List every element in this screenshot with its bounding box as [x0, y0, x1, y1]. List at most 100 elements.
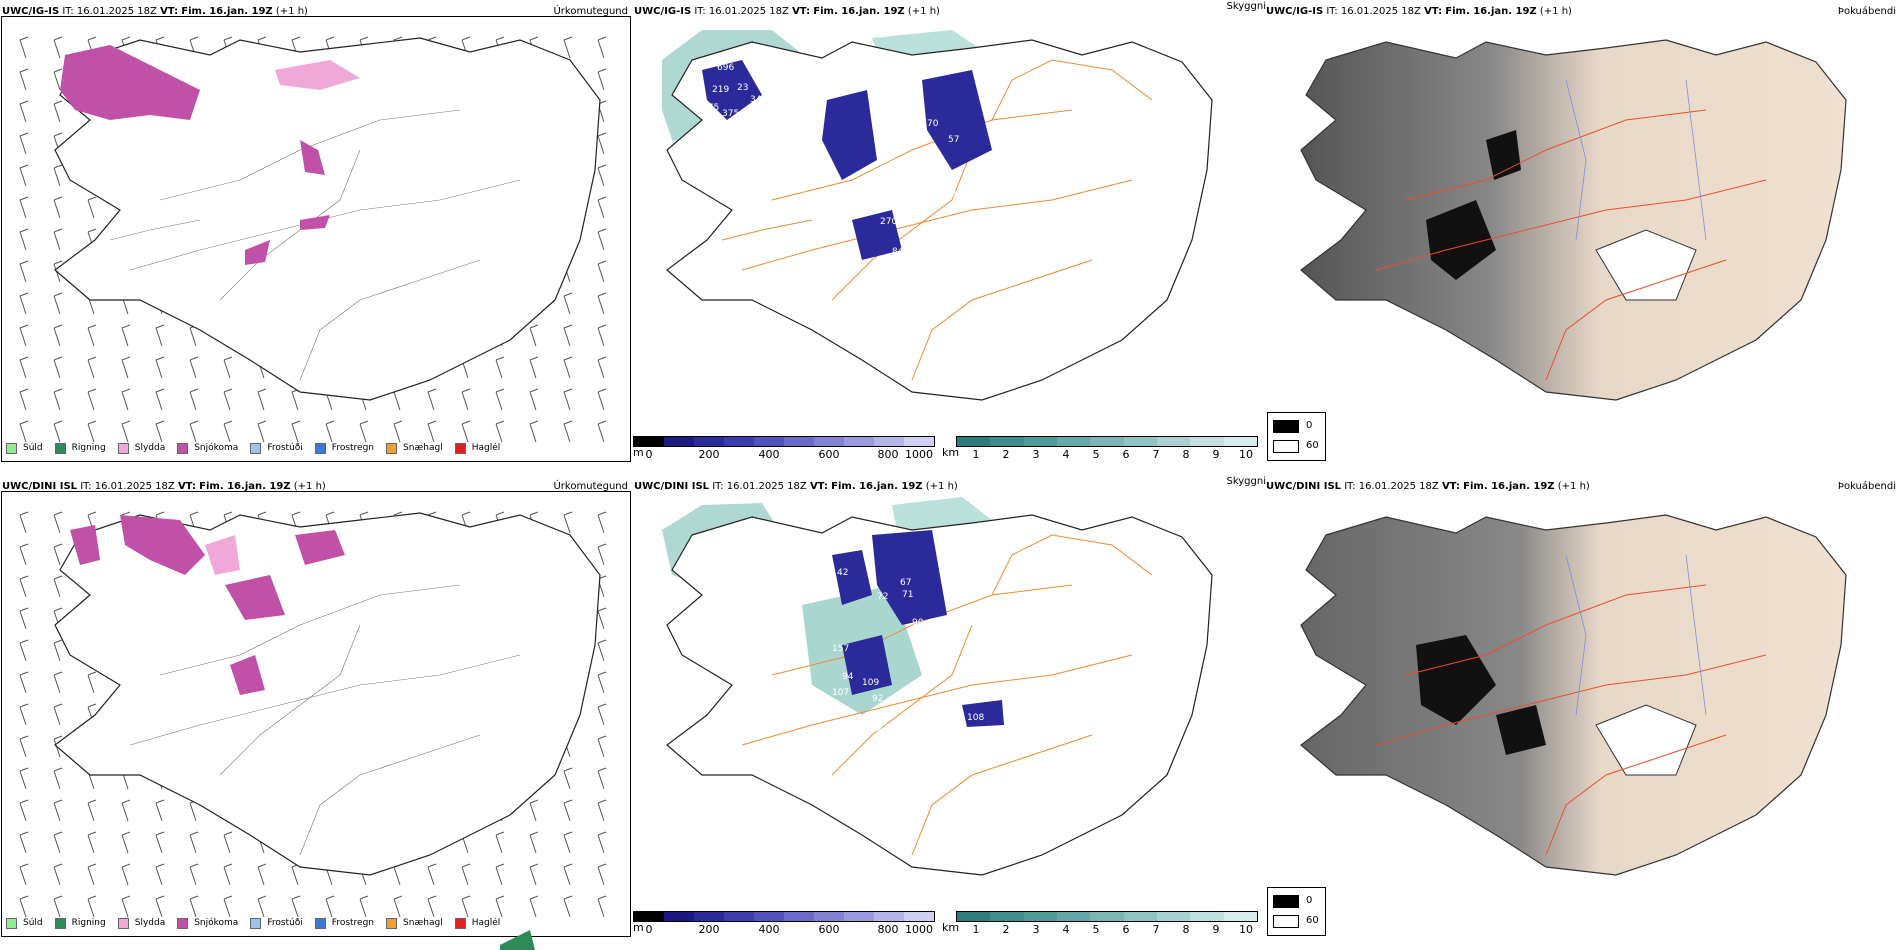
wind-barb: [597, 639, 607, 662]
ceiling-value: 109: [862, 678, 879, 688]
wind-barb: [19, 132, 29, 155]
forecast-row-bottom: UWC/DINI ISL IT: 16.01.2025 18Z VT: Fim.…: [0, 475, 1900, 950]
wind-barb: [597, 831, 607, 854]
wind-barb: [563, 863, 573, 886]
colorbar-step: [990, 912, 1024, 921]
wind-barb: [427, 388, 437, 411]
wind-barb: [155, 420, 165, 443]
legend-item: Snjókoma: [177, 442, 239, 454]
glacier-area: [1595, 229, 1697, 301]
colorbar-step: [664, 437, 694, 446]
wind-barb: [529, 356, 539, 379]
valid-time: Fim. 16.jan. 19Z: [1445, 6, 1537, 17]
colorbar-tick: 6: [1122, 448, 1130, 461]
legend-label: Súld: [23, 918, 43, 928]
wind-barb: [223, 356, 233, 379]
wind-barb: [597, 36, 607, 59]
wind-barb: [563, 36, 573, 59]
sleet-patch: [275, 60, 360, 90]
wind-barb: [19, 196, 29, 219]
ceiling-value: 67: [900, 578, 911, 588]
wind-barb: [597, 420, 607, 443]
wind-barb: [495, 863, 505, 886]
ceiling-patch: [872, 530, 947, 625]
wind-barb: [53, 895, 63, 918]
ceiling-value: 78: [950, 716, 962, 726]
colorbar-step: [957, 437, 991, 446]
wind-barb: [461, 863, 471, 886]
wind-barb: [53, 639, 63, 662]
colorbar-tick: 3: [1032, 448, 1040, 461]
legend-swatch: [117, 442, 129, 454]
fog-scale-swatch: [1273, 915, 1299, 928]
legend-label: Snjókoma: [194, 443, 239, 453]
wind-barb: [53, 511, 63, 534]
colorbar-tick: 3: [1032, 923, 1040, 936]
colorbar-step: [1156, 912, 1191, 921]
colorbar-step: [1056, 437, 1091, 446]
low-ceiling-areas: [832, 530, 1004, 727]
panel-header: UWC/IG-IS IT: 16.01.2025 18Z VT: Fim. 16…: [1266, 5, 1572, 19]
colorbar-step: [1056, 912, 1091, 921]
wind-barb: [495, 356, 505, 379]
forecast-step: (+1 h): [1539, 6, 1572, 17]
legend-item: Snæhagl: [386, 442, 443, 454]
wind-barb: [19, 639, 29, 662]
wind-barb: [19, 703, 29, 726]
init-time: IT: 16.01.2025 18Z: [1344, 481, 1439, 492]
wind-barb: [597, 260, 607, 283]
legend-label: Frostúði: [267, 918, 303, 928]
wind-barb: [597, 735, 607, 758]
colorbar-tick: 9: [1212, 923, 1220, 936]
ceiling-patch: [842, 635, 892, 695]
wind-barb: [121, 863, 131, 886]
ceiling-value: 83: [897, 145, 908, 155]
wind-barb: [291, 388, 301, 411]
colorbar-unit: m: [633, 921, 644, 934]
fog-scale-swatch: [1273, 420, 1299, 433]
wind-barb: [495, 895, 505, 918]
colorbar-step: [784, 437, 814, 446]
wind-barb: [529, 799, 539, 822]
colorbar-tick: 600: [818, 448, 840, 461]
ceiling-value: 270: [880, 217, 897, 227]
wind-barb: [529, 863, 539, 886]
fog-scale-label: 60: [1306, 440, 1319, 451]
wind-barb: [19, 543, 29, 566]
ceiling-value: 70: [927, 119, 939, 129]
colorbar-step: [844, 437, 874, 446]
wind-barb: [495, 388, 505, 411]
colorbar-step: [904, 437, 934, 446]
colorbar-tick: 0: [645, 923, 653, 936]
legend-label: Frostregn: [331, 443, 375, 453]
fog-patch: [1426, 200, 1496, 280]
wind-barb: [19, 292, 29, 315]
wind-barb: [155, 895, 165, 918]
wind-barb: [291, 420, 301, 443]
wind-barb: [155, 863, 165, 886]
wind-barb: [393, 895, 403, 918]
colorbar-tick: 4: [1062, 448, 1070, 461]
colorbar-tick: 7: [1152, 448, 1160, 461]
visibility-colorbar: 1 2 3 4 5 6 7 8 9 10 km: [942, 436, 1258, 461]
wind-barb: [223, 895, 233, 918]
fog-patch: [1486, 130, 1521, 180]
wind-barb: [19, 767, 29, 790]
legend-label: Rigning: [71, 918, 106, 928]
wind-barb: [529, 831, 539, 854]
model-name: UWC/DINI ISL: [2, 481, 78, 492]
road-network: [129, 584, 521, 856]
colorbar-step: [1156, 437, 1191, 446]
wind-barb: [53, 356, 63, 379]
colorbar-step: [844, 912, 874, 921]
colorbar-step: [1123, 437, 1157, 446]
wind-barb: [53, 36, 63, 59]
wind-barb: [189, 863, 199, 886]
visibility-colorbar-ticks: 1 2 3 4 5 6 7 8 9 10: [956, 922, 1258, 936]
snow-patch: [70, 525, 100, 565]
init-time: IT: 16.01.2025 18Z: [80, 481, 175, 492]
panel-header: UWC/DINI ISL IT: 16.01.2025 18Z VT: Fim.…: [2, 480, 326, 494]
wind-barb: [121, 895, 131, 918]
fog-index-panel: UWC/DINI ISL IT: 16.01.2025 18Z VT: Fim.…: [1266, 475, 1900, 950]
model-name: UWC/DINI ISL: [634, 481, 710, 492]
